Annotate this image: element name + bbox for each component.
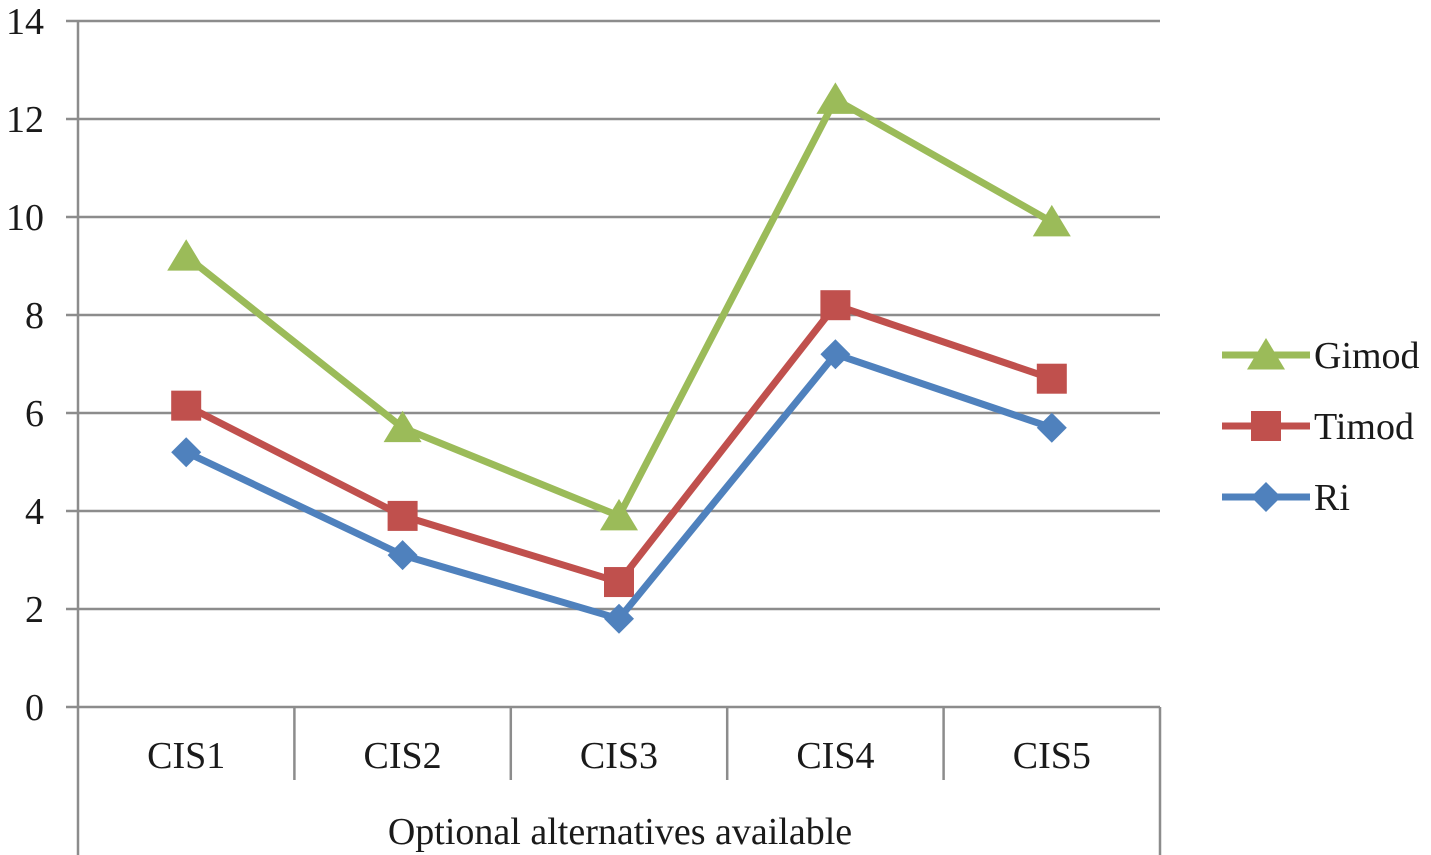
y-tick-labels: 0 2 4 6 8 10 12 14 xyxy=(6,1,44,729)
data-point xyxy=(387,500,418,531)
axes xyxy=(76,21,1162,855)
data-point xyxy=(600,498,638,531)
gridlines xyxy=(66,19,1160,709)
y-tick-label: 2 xyxy=(25,589,44,631)
data-point xyxy=(1032,204,1071,237)
series-ri xyxy=(171,339,1067,634)
data-point xyxy=(820,339,851,370)
data-point xyxy=(383,410,422,443)
legend-item-gimod: Gimod xyxy=(1222,335,1420,377)
series-gimod xyxy=(167,82,1071,531)
legend-label: Ri xyxy=(1314,477,1350,519)
data-point xyxy=(387,540,418,571)
legend-marker xyxy=(1251,482,1281,512)
series-line xyxy=(184,95,1054,520)
legend-marker xyxy=(1251,411,1281,441)
y-tick-label: 14 xyxy=(6,1,44,43)
x-tick-label: CIS3 xyxy=(580,735,658,777)
legend-marker xyxy=(1247,338,1285,370)
data-point xyxy=(816,82,855,114)
x-tick-label: CIS1 xyxy=(147,735,225,777)
data-point xyxy=(167,239,206,271)
data-point xyxy=(604,603,634,634)
y-tick-label: 0 xyxy=(25,687,44,729)
y-tick-label: 12 xyxy=(6,99,44,141)
data-point xyxy=(1036,363,1067,394)
y-tick-label: 6 xyxy=(25,393,44,435)
data-point xyxy=(820,290,851,321)
legend-label: Gimod xyxy=(1314,335,1420,377)
y-tick-label: 8 xyxy=(25,295,44,337)
x-axis-label: Optional alternatives available xyxy=(388,811,852,853)
y-tick-label: 10 xyxy=(6,197,44,239)
y-tick-label: 4 xyxy=(25,491,44,533)
data-point xyxy=(171,437,202,468)
legend: Gimod Timod Ri xyxy=(1222,335,1420,519)
series-layer xyxy=(167,82,1071,634)
x-tick-label: CIS5 xyxy=(1013,735,1091,777)
legend-item-timod: Timod xyxy=(1222,406,1414,448)
data-point xyxy=(604,567,634,598)
x-tick-label: CIS2 xyxy=(364,735,442,777)
legend-label: Timod xyxy=(1314,406,1414,448)
series-timod xyxy=(171,290,1067,598)
series-line xyxy=(184,301,1053,586)
legend-item-ri: Ri xyxy=(1222,477,1350,519)
x-tick-label: CIS4 xyxy=(796,735,874,777)
x-tick-labels: CIS1 CIS2 CIS3 CIS4 CIS5 xyxy=(147,735,1091,777)
data-point xyxy=(171,390,202,421)
data-point xyxy=(1036,412,1067,443)
